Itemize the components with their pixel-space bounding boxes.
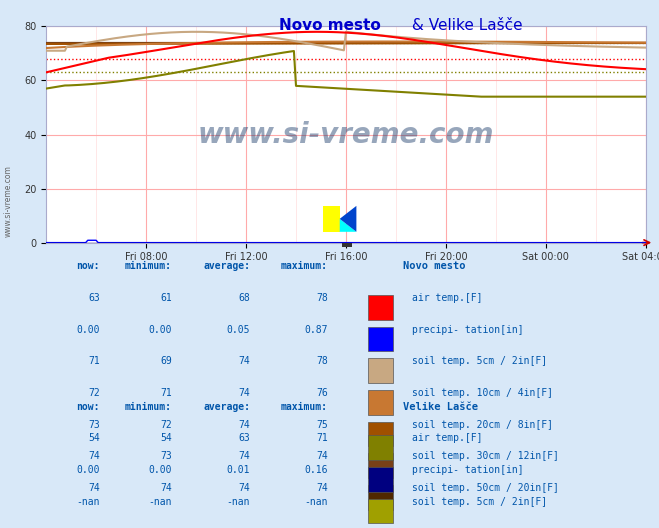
Text: 76: 76: [316, 388, 328, 398]
Text: Novo mesto: Novo mesto: [403, 261, 465, 271]
FancyBboxPatch shape: [368, 327, 393, 352]
Text: Novo mesto: Novo mesto: [279, 18, 380, 33]
Text: 74: 74: [239, 483, 250, 493]
Text: soil temp. 50cm / 20in[F]: soil temp. 50cm / 20in[F]: [412, 483, 559, 493]
FancyBboxPatch shape: [368, 454, 393, 478]
Text: now:: now:: [76, 261, 100, 271]
Text: 74: 74: [239, 388, 250, 398]
Polygon shape: [340, 219, 357, 232]
Text: 71: 71: [88, 356, 100, 366]
Text: 73: 73: [88, 420, 100, 429]
Bar: [323, 206, 340, 232]
Text: -nan: -nan: [304, 496, 328, 506]
Text: average:: average:: [203, 402, 250, 412]
Text: 0.00: 0.00: [148, 325, 172, 335]
Bar: [342, 243, 352, 247]
Text: minimum:: minimum:: [125, 261, 172, 271]
Text: soil temp. 5cm / 2in[F]: soil temp. 5cm / 2in[F]: [412, 356, 547, 366]
FancyBboxPatch shape: [368, 390, 393, 415]
Text: 71: 71: [316, 433, 328, 444]
Polygon shape: [340, 206, 357, 232]
Text: www.si-vreme.com: www.si-vreme.com: [3, 165, 13, 237]
Text: soil temp. 10cm / 4in[F]: soil temp. 10cm / 4in[F]: [412, 388, 553, 398]
FancyBboxPatch shape: [368, 485, 393, 510]
Text: 69: 69: [160, 356, 172, 366]
FancyBboxPatch shape: [368, 422, 393, 447]
Text: soil temp. 5cm / 2in[F]: soil temp. 5cm / 2in[F]: [412, 496, 547, 506]
Text: 0.87: 0.87: [304, 325, 328, 335]
Text: precipi- tation[in]: precipi- tation[in]: [412, 325, 523, 335]
Text: maximum:: maximum:: [281, 402, 328, 412]
FancyBboxPatch shape: [368, 359, 393, 383]
FancyBboxPatch shape: [368, 467, 393, 492]
Text: average:: average:: [203, 261, 250, 271]
Text: -nan: -nan: [76, 496, 100, 506]
Text: 63: 63: [88, 293, 100, 303]
Text: 0.16: 0.16: [304, 465, 328, 475]
Text: 0.01: 0.01: [227, 465, 250, 475]
Text: www.si-vreme.com: www.si-vreme.com: [198, 120, 494, 148]
Text: 74: 74: [88, 451, 100, 461]
Text: 0.05: 0.05: [227, 325, 250, 335]
Text: 74: 74: [88, 483, 100, 493]
Text: 74: 74: [239, 451, 250, 461]
Text: soil temp. 20cm / 8in[F]: soil temp. 20cm / 8in[F]: [412, 420, 553, 429]
Text: 0.00: 0.00: [148, 465, 172, 475]
Text: 71: 71: [160, 388, 172, 398]
Text: minimum:: minimum:: [125, 402, 172, 412]
Text: now:: now:: [76, 402, 100, 412]
Text: maximum:: maximum:: [281, 261, 328, 271]
FancyBboxPatch shape: [368, 295, 393, 320]
FancyBboxPatch shape: [368, 499, 393, 523]
Text: 74: 74: [316, 451, 328, 461]
Text: Velike Lašče: Velike Lašče: [403, 402, 478, 412]
Text: -nan: -nan: [148, 496, 172, 506]
Text: 63: 63: [239, 433, 250, 444]
Text: 72: 72: [160, 420, 172, 429]
Text: 78: 78: [316, 356, 328, 366]
Text: air temp.[F]: air temp.[F]: [412, 293, 482, 303]
Text: 75: 75: [316, 420, 328, 429]
Text: 54: 54: [88, 433, 100, 444]
Text: 72: 72: [88, 388, 100, 398]
Text: 74: 74: [239, 356, 250, 366]
Text: 74: 74: [239, 420, 250, 429]
Text: 74: 74: [160, 483, 172, 493]
Text: 68: 68: [239, 293, 250, 303]
Text: 0.00: 0.00: [76, 325, 100, 335]
Text: 74: 74: [316, 483, 328, 493]
Text: air temp.[F]: air temp.[F]: [412, 433, 482, 444]
Text: 61: 61: [160, 293, 172, 303]
Text: precipi- tation[in]: precipi- tation[in]: [412, 465, 523, 475]
Text: & Velike Lašče: & Velike Lašče: [407, 18, 523, 33]
Text: -nan: -nan: [227, 496, 250, 506]
Text: 73: 73: [160, 451, 172, 461]
FancyBboxPatch shape: [368, 436, 393, 460]
Text: 78: 78: [316, 293, 328, 303]
Text: 0.00: 0.00: [76, 465, 100, 475]
Text: soil temp. 30cm / 12in[F]: soil temp. 30cm / 12in[F]: [412, 451, 559, 461]
Text: 54: 54: [160, 433, 172, 444]
